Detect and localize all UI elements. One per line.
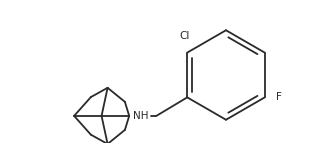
Text: Cl: Cl bbox=[179, 31, 189, 41]
Text: F: F bbox=[277, 92, 282, 102]
Text: NH: NH bbox=[133, 111, 148, 121]
